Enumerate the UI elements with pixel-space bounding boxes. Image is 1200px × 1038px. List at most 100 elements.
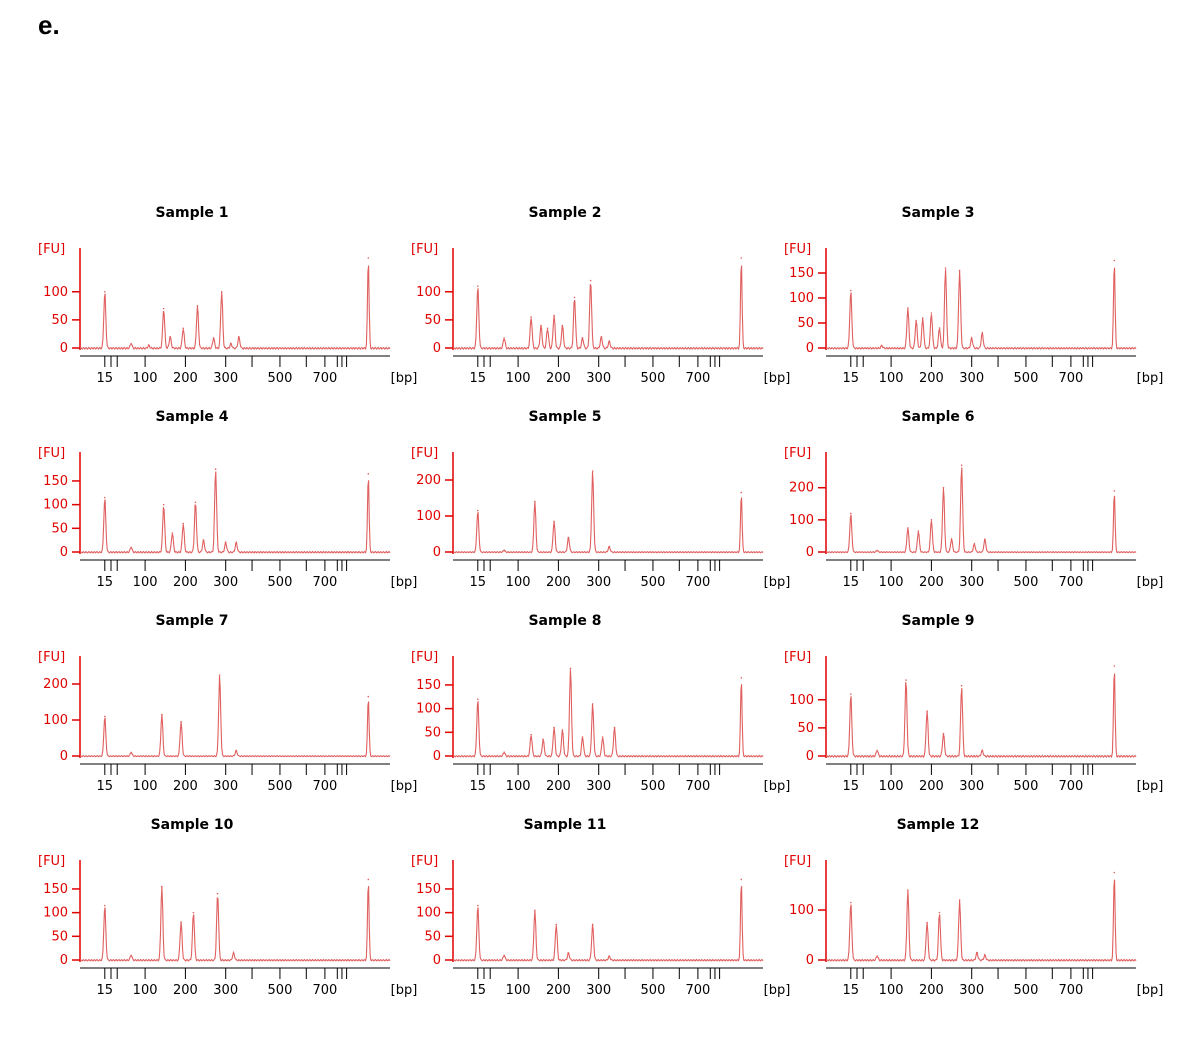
sample-chart: Sample 6 [FU] 0 100 200 15 100 200 300 500 700 [bp] — [784, 409, 1163, 590]
y-tick-label: 0 — [806, 545, 814, 560]
peak-point — [881, 344, 883, 347]
y-tick-label: 0 — [806, 341, 814, 356]
peak-point — [235, 541, 238, 544]
y-tick-label: 200 — [43, 677, 68, 692]
y-unit-label: [FU] — [411, 854, 438, 869]
x-tick-label: 200 — [919, 371, 944, 386]
x-unit-label: [bp] — [764, 779, 791, 794]
x-tick-label: 700 — [1058, 575, 1083, 590]
peak-point — [561, 729, 564, 731]
peak-point — [540, 324, 542, 327]
x-tick-label: 500 — [641, 575, 666, 590]
peak-point — [850, 289, 852, 292]
peak-point — [477, 509, 479, 512]
peak-point — [171, 532, 174, 534]
peak-point — [926, 921, 928, 924]
y-tick-label: 0 — [433, 341, 441, 356]
y-tick-label: 150 — [416, 882, 441, 897]
y-unit-label: [FU] — [784, 650, 811, 665]
peak-point — [915, 319, 918, 322]
y-tick-label: 50 — [424, 313, 441, 328]
x-tick-label: 15 — [470, 983, 487, 998]
x-tick-label: 100 — [879, 779, 904, 794]
x-tick-label: 100 — [506, 983, 531, 998]
chart-title: Sample 12 — [897, 817, 980, 833]
x-tick-label: 100 — [133, 983, 158, 998]
x-tick-label: 300 — [213, 779, 238, 794]
trace-line — [79, 886, 391, 962]
peak-point — [591, 470, 594, 472]
y-tick-label: 100 — [789, 513, 814, 528]
y-tick-label: 50 — [51, 929, 68, 944]
chart-title: Sample 3 — [901, 205, 974, 221]
peak-point — [148, 344, 150, 346]
peak-point — [926, 710, 928, 712]
y-tick-label: 100 — [416, 702, 441, 717]
chart-title: Sample 8 — [528, 613, 601, 629]
x-tick-label: 15 — [470, 779, 487, 794]
x-tick-label: 15 — [843, 575, 860, 590]
x-unit-label: [bp] — [391, 575, 418, 590]
chart-title: Sample 6 — [901, 409, 974, 425]
peak-point — [1113, 665, 1116, 667]
peak-point — [367, 695, 370, 698]
peak-point — [960, 464, 963, 467]
peak-point — [976, 951, 978, 954]
peak-point — [930, 312, 933, 314]
x-unit-label: [bp] — [764, 371, 791, 386]
x-tick-label: 15 — [843, 779, 860, 794]
peak-point — [553, 520, 555, 523]
x-tick-label: 200 — [919, 779, 944, 794]
chart-title: Sample 11 — [524, 817, 607, 833]
x-tick-label: 300 — [586, 575, 611, 590]
y-tick-label: 100 — [789, 693, 814, 708]
x-tick-label: 100 — [879, 575, 904, 590]
x-tick-label: 700 — [1058, 983, 1083, 998]
y-unit-label: [FU] — [38, 854, 65, 869]
x-tick-label: 15 — [470, 371, 487, 386]
peak-point — [196, 305, 199, 307]
y-tick-label: 150 — [789, 266, 814, 281]
peak-point — [567, 536, 570, 539]
trace-line — [452, 265, 764, 351]
trace-line — [452, 669, 764, 758]
peak-point — [367, 473, 370, 475]
peak-point — [212, 337, 215, 339]
peak-point — [192, 911, 195, 914]
x-tick-label: 500 — [641, 371, 666, 386]
y-tick-label: 100 — [43, 713, 68, 728]
x-tick-label: 700 — [1058, 779, 1083, 794]
peak-point — [740, 878, 743, 881]
x-tick-label: 200 — [173, 371, 198, 386]
x-tick-label: 300 — [213, 983, 238, 998]
peak-point — [367, 878, 370, 881]
peak-point — [944, 267, 947, 269]
y-tick-label: 50 — [797, 316, 814, 331]
peak-point — [876, 955, 878, 957]
x-tick-label: 700 — [685, 371, 710, 386]
peak-point — [561, 324, 564, 327]
peak-point — [581, 337, 584, 339]
peak-point — [553, 726, 555, 729]
x-unit-label: [bp] — [764, 983, 791, 998]
x-tick-label: 15 — [843, 983, 860, 998]
y-tick-label: 100 — [416, 285, 441, 300]
x-tick-label: 700 — [312, 983, 337, 998]
x-tick-label: 500 — [641, 779, 666, 794]
peak-point — [907, 889, 909, 891]
x-tick-label: 300 — [959, 779, 984, 794]
x-tick-label: 200 — [546, 779, 571, 794]
peak-point — [130, 751, 132, 754]
peak-point — [220, 290, 223, 293]
peak-point — [162, 307, 165, 310]
x-tick-label: 500 — [268, 371, 293, 386]
y-tick-label: 150 — [43, 474, 68, 489]
peak-point — [104, 496, 106, 499]
y-unit-label: [FU] — [38, 650, 65, 665]
peak-point — [546, 327, 549, 330]
peak-point — [530, 316, 532, 318]
x-unit-label: [bp] — [391, 779, 418, 794]
y-tick-label: 0 — [60, 749, 68, 764]
y-tick-label: 100 — [43, 498, 68, 513]
panel-label: e. — [38, 10, 60, 40]
